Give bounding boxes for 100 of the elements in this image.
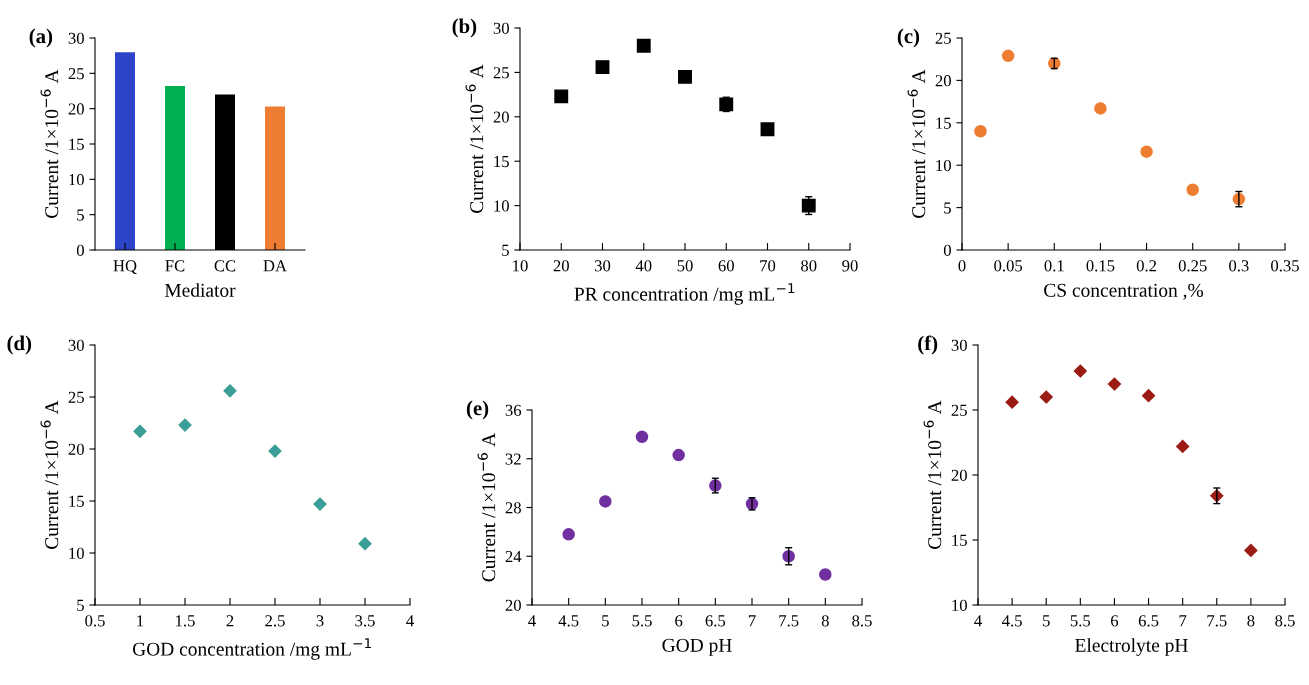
y-tick-label: 36 — [505, 404, 522, 416]
y-tick-label: 30 — [68, 339, 84, 351]
x-tick-label: 4.5 — [1002, 615, 1022, 627]
x-tick-label: 40 — [635, 260, 652, 272]
point — [223, 384, 237, 398]
point — [313, 497, 327, 511]
x-axis-title: GOD concentration /mg mL$^{−1}$ — [132, 638, 371, 660]
x-tick-label: 7.5 — [1207, 615, 1227, 627]
y-tick-label: 10 — [494, 200, 509, 212]
y-tick-label: 15 — [494, 155, 509, 168]
x-tick-label: 5 — [602, 615, 609, 627]
point — [1005, 395, 1019, 409]
x-tick-label: 20 — [553, 260, 569, 272]
chart-title: (d) — [7, 335, 32, 355]
x-tick-label: 7 — [1179, 615, 1187, 627]
x-tick-label: 8 — [1247, 615, 1255, 627]
point — [133, 424, 147, 438]
point — [1244, 543, 1258, 557]
y-tick-label: 25 — [493, 67, 509, 79]
x-tick-label: 4 — [528, 615, 536, 627]
x-tick-label: 6.5 — [705, 615, 726, 627]
x-tick-label: 8 — [821, 615, 829, 627]
y-tick-label: 10 — [69, 174, 84, 186]
x-tick-label: 4 — [406, 615, 414, 627]
x-tick-label: 0.05 — [994, 260, 1023, 272]
x-tick-label: 2.5 — [265, 615, 285, 627]
x-tick-label: 50 — [677, 260, 693, 272]
point — [595, 60, 610, 75]
x-tick-label: 4.5 — [558, 615, 579, 627]
chart-title: (b) — [452, 18, 477, 38]
x-tick-label: 0.3 — [1229, 260, 1249, 272]
y-tick-label: 20 — [935, 75, 951, 87]
x-tick-label: CC — [214, 260, 236, 272]
x-tick-label: 5.5 — [632, 615, 652, 627]
y-tick-label: 25 — [68, 68, 84, 80]
point — [801, 198, 816, 213]
y-tick-label: 15 — [936, 117, 951, 129]
y-tick-label: 30 — [68, 32, 84, 44]
point — [1141, 389, 1156, 403]
point — [635, 430, 649, 444]
x-tick-label: 4 — [974, 615, 982, 627]
x-axis-title: PR concentration /mg mL$^{−1}$ — [574, 283, 795, 305]
x-tick-label: 7.5 — [779, 615, 799, 627]
x-tick-label: 0.5 — [85, 615, 105, 627]
x-tick-label: 8.5 — [852, 615, 872, 627]
y-axis-title: Current /1×10$^{−6}$ A — [477, 432, 496, 582]
point — [678, 69, 692, 84]
y-axis-title: Current /1×10$^{−6}$ A — [923, 400, 942, 549]
y-tick-label: 10 — [936, 159, 951, 172]
y-axis-title: Current /1×10$^{−6}$ A — [907, 69, 926, 218]
y-tick-label: 15 — [952, 534, 967, 546]
x-tick-label: HQ — [113, 260, 137, 274]
point — [974, 125, 987, 138]
point — [554, 89, 569, 104]
point — [636, 38, 651, 53]
bar — [165, 86, 185, 250]
x-tick-label: 6 — [675, 615, 683, 627]
x-axis-title: CS concentration ,% — [1044, 283, 1204, 300]
x-tick-label: 0.2 — [1136, 260, 1157, 272]
bar — [115, 52, 135, 250]
y-tick-label: 32 — [505, 453, 521, 465]
x-tick-label: 30 — [594, 260, 611, 272]
y-tick-label: 0 — [76, 244, 84, 256]
x-tick-label: 0.1 — [1044, 260, 1064, 272]
y-tick-label: 24 — [505, 551, 522, 563]
x-tick-label: 80 — [801, 260, 817, 272]
y-tick-label: 10 — [69, 547, 84, 559]
x-tick-label: 0.15 — [1086, 260, 1115, 272]
y-tick-label: 25 — [68, 391, 84, 403]
y-tick-label: 30 — [493, 22, 509, 34]
point — [1140, 145, 1153, 158]
point — [178, 418, 192, 432]
x-tick-label: 5 — [1043, 615, 1050, 627]
y-tick-label: 0 — [943, 244, 951, 256]
point — [268, 444, 282, 458]
x-tick-label: 0.35 — [1271, 260, 1299, 272]
y-tick-label: 20 — [68, 443, 84, 455]
y-tick-label: 15 — [69, 495, 84, 507]
x-axis-title: Electrolyte pH — [1075, 638, 1188, 656]
x-tick-label: 5.5 — [1070, 615, 1091, 627]
x-tick-label: FC — [165, 260, 185, 272]
point — [1073, 364, 1087, 378]
y-tick-label: 5 — [77, 599, 84, 611]
y-tick-label: 15 — [69, 138, 84, 150]
x-tick-label: 1.5 — [176, 615, 195, 627]
point — [562, 528, 575, 541]
x-tick-label: 6.5 — [1138, 615, 1159, 627]
point — [1094, 102, 1107, 115]
x-tick-label: 1 — [137, 615, 144, 627]
y-axis-title: Current /1×10$^{−6}$ A — [40, 400, 59, 549]
chart-title: (e) — [466, 400, 489, 420]
y-tick-label: 30 — [951, 339, 967, 351]
point — [1107, 377, 1122, 391]
point — [358, 537, 372, 551]
y-tick-label: 25 — [935, 32, 951, 44]
x-tick-label: 70 — [760, 260, 776, 272]
point — [599, 495, 612, 508]
x-tick-label: 0.25 — [1178, 260, 1207, 272]
y-tick-label: 20 — [505, 599, 521, 611]
bar — [265, 106, 285, 250]
